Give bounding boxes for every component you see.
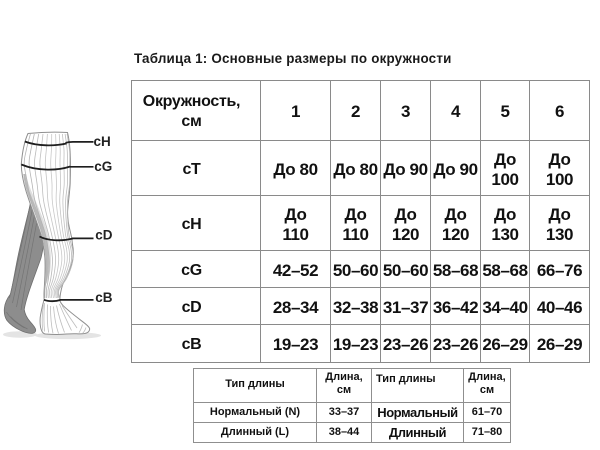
svg-text:cH: cH <box>94 134 111 149</box>
svg-text:cB: cB <box>95 290 113 305</box>
svg-text:cD: cD <box>95 228 113 243</box>
svg-text:cG: cG <box>94 159 112 174</box>
